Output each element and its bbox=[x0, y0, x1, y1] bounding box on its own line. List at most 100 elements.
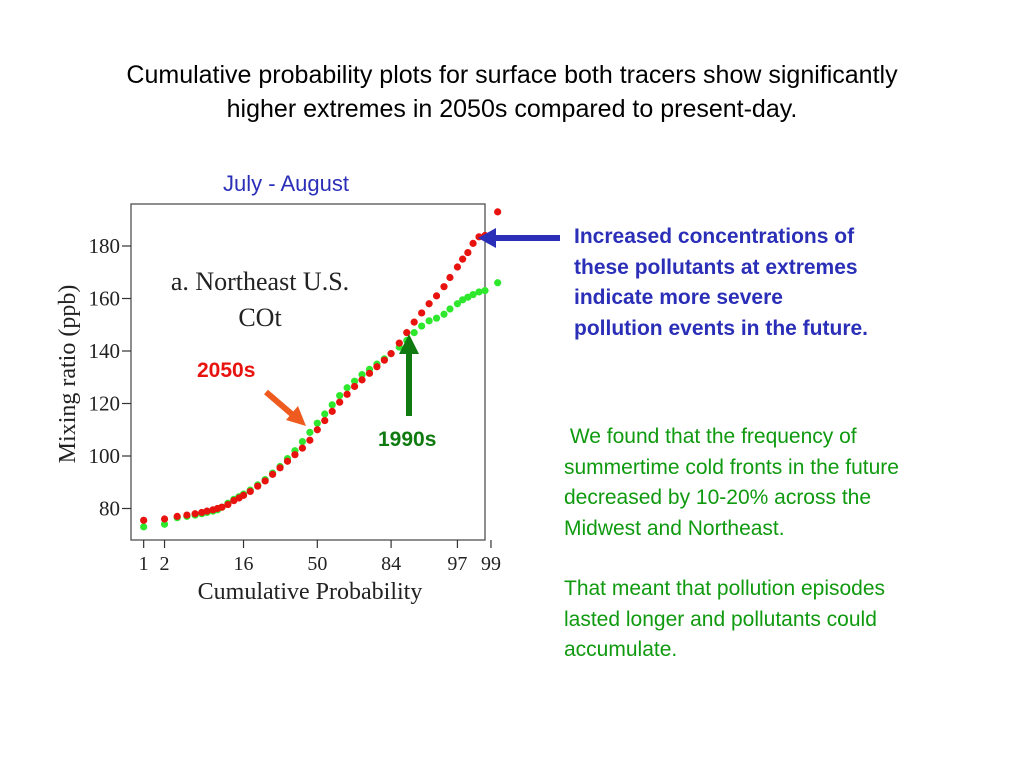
point-2050s bbox=[218, 503, 226, 511]
point-2050s bbox=[261, 477, 269, 485]
x-tick-label: 99 bbox=[481, 553, 501, 575]
point-2050s bbox=[440, 283, 448, 291]
point-2050s bbox=[425, 300, 433, 308]
point-2050s bbox=[469, 239, 477, 247]
point-2050s bbox=[403, 329, 411, 337]
x-tick-label: 1 bbox=[139, 553, 149, 575]
point-2050s bbox=[191, 510, 199, 518]
point-1990s bbox=[313, 419, 321, 427]
orange-arrow-head bbox=[286, 406, 306, 426]
point-1990s bbox=[160, 520, 169, 528]
point-2050s bbox=[418, 309, 426, 317]
point-1990s bbox=[432, 314, 441, 322]
point-1990s bbox=[440, 310, 448, 318]
point-2050s bbox=[321, 416, 329, 425]
point-1990s bbox=[336, 392, 344, 400]
point-2050s bbox=[453, 263, 462, 271]
point-2050s bbox=[373, 363, 381, 371]
point-1990s bbox=[494, 279, 502, 287]
point-2050s bbox=[387, 350, 395, 358]
point-2050s bbox=[140, 516, 148, 524]
point-2050s bbox=[328, 407, 336, 415]
x-tick-label: 16 bbox=[234, 553, 254, 575]
point-1990s bbox=[418, 322, 426, 330]
point-2050s bbox=[254, 482, 262, 490]
point-2050s bbox=[298, 444, 307, 452]
x-tick-label: 84 bbox=[381, 553, 401, 575]
label-1990s: 1990s bbox=[378, 428, 437, 451]
point-2050s bbox=[410, 318, 418, 326]
point-1990s bbox=[140, 523, 148, 531]
findings-p2-line-1: That meant that pollution episodes bbox=[564, 577, 886, 600]
findings-p1-line-2: summertime cold fronts in the future bbox=[564, 455, 899, 479]
point-2050s bbox=[283, 457, 292, 465]
point-2050s bbox=[269, 470, 277, 478]
point-1990s bbox=[350, 377, 359, 385]
findings-text: We found that the frequency of summertim… bbox=[564, 422, 1004, 666]
findings-p1-line-4: Midwest and Northeast. bbox=[564, 516, 785, 540]
point-2050s bbox=[203, 507, 211, 515]
point-2050s bbox=[343, 390, 351, 398]
point-1990s bbox=[446, 305, 454, 313]
callout-line-2: these pollutants at extremes bbox=[574, 255, 858, 279]
point-2050s bbox=[365, 369, 374, 377]
callout-line-3: indicate more severe bbox=[574, 286, 783, 309]
point-2050s bbox=[313, 426, 321, 434]
point-2050s bbox=[336, 398, 344, 406]
y-tick-label: 160 bbox=[89, 287, 121, 311]
y-tick-label: 100 bbox=[89, 444, 121, 468]
point-1990s bbox=[453, 300, 462, 308]
point-1990s bbox=[481, 287, 489, 295]
y-tick-label: 140 bbox=[89, 339, 121, 363]
y-axis-label: Mixing ratio (ppb) bbox=[55, 285, 81, 464]
callout-line-1: Increased concentrations of bbox=[574, 225, 855, 248]
point-1990s bbox=[475, 288, 483, 296]
point-2050s bbox=[224, 500, 232, 509]
point-2050s bbox=[306, 436, 314, 444]
point-2050s bbox=[432, 292, 441, 300]
point-1990s bbox=[343, 384, 351, 392]
point-2050s bbox=[395, 339, 403, 347]
x-axis-label: Cumulative Probability bbox=[198, 579, 423, 605]
chart-title-line: a. Northeast U.S. bbox=[171, 267, 349, 296]
y-tick-label: 180 bbox=[89, 234, 121, 258]
point-2050s bbox=[160, 515, 169, 523]
green-arrow bbox=[399, 334, 419, 416]
callout-line-4: pollution events in the future. bbox=[574, 316, 868, 340]
findings-p2-line-2: lasted longer and pollutants could bbox=[564, 607, 877, 631]
point-1990s bbox=[298, 437, 307, 446]
point-2050s bbox=[276, 464, 284, 472]
point-1990s bbox=[410, 329, 418, 337]
findings-p1-line-1: We found that the frequency of bbox=[564, 425, 857, 448]
slide-title-line-1: Cumulative probability plots for surface… bbox=[126, 61, 898, 89]
slide-title: Cumulative probability plots for surface… bbox=[0, 58, 1024, 126]
point-2050s bbox=[246, 487, 254, 496]
point-2050s bbox=[291, 451, 299, 459]
findings-p1-line-3: decreased by 10-20% across the bbox=[564, 486, 872, 509]
slide-title-line-2: higher extremes in 2050s compared to pre… bbox=[226, 95, 798, 123]
point-1990s bbox=[358, 371, 366, 379]
point-2050s bbox=[380, 356, 388, 364]
plot-frame bbox=[130, 203, 486, 541]
point-1990s bbox=[306, 428, 314, 436]
period-label: July - August bbox=[223, 171, 349, 196]
point-2050s bbox=[494, 208, 502, 216]
blue-arrow bbox=[478, 228, 560, 248]
green-arrow-head bbox=[399, 334, 419, 354]
plot-area: 80 100 120 140 160 180 1 2 16 50 84 97 99 Cumulative … bbox=[55, 203, 502, 605]
chart-title-line: COt bbox=[238, 303, 282, 332]
point-1990s bbox=[328, 401, 336, 409]
point-2050s bbox=[173, 512, 181, 520]
paragraph-gap bbox=[564, 544, 1004, 574]
point-2050s bbox=[464, 248, 472, 257]
x-tick-label: 2 bbox=[160, 553, 170, 575]
orange-arrow bbox=[264, 389, 306, 426]
point-2050s bbox=[350, 382, 359, 391]
point-2050s bbox=[459, 255, 467, 263]
callout-text: Increased concentrations of these pollut… bbox=[574, 222, 954, 344]
point-2050s bbox=[358, 376, 366, 384]
point-2050s bbox=[239, 491, 248, 499]
findings-p2-line-3: accumulate. bbox=[564, 638, 678, 661]
orange-arrow-shaft bbox=[264, 389, 296, 419]
